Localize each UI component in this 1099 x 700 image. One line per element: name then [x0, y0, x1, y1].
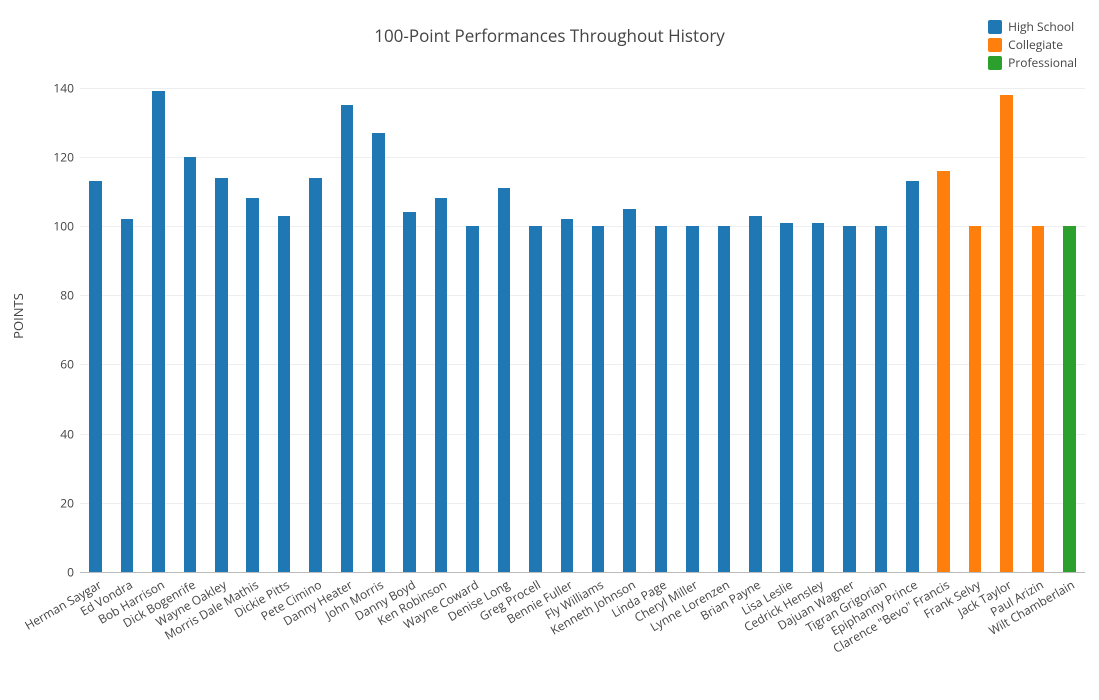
chart-container: 100-Point Performances Throughout Histor… — [0, 0, 1099, 700]
bar[interactable] — [812, 223, 825, 572]
bar[interactable] — [1032, 226, 1045, 572]
legend-item-collegiate[interactable]: Collegiate — [988, 36, 1077, 54]
bar[interactable] — [686, 226, 699, 572]
grid-line — [80, 157, 1085, 158]
bar[interactable] — [969, 226, 982, 572]
grid-line — [80, 295, 1085, 296]
bar[interactable] — [309, 178, 322, 572]
bar[interactable] — [655, 226, 668, 572]
chart-title: 100-Point Performances Throughout Histor… — [0, 24, 1099, 47]
grid-line — [80, 503, 1085, 504]
bar[interactable] — [843, 226, 856, 572]
bar[interactable] — [718, 226, 731, 572]
legend-swatch-collegiate — [988, 38, 1002, 52]
bar[interactable] — [246, 198, 259, 572]
bar[interactable] — [184, 157, 197, 572]
bar[interactable] — [875, 226, 888, 572]
y-tick-label: 0 — [67, 564, 74, 581]
bar[interactable] — [372, 133, 385, 572]
bar[interactable] — [906, 181, 919, 572]
y-tick-label: 80 — [60, 287, 74, 304]
bar[interactable] — [937, 171, 950, 572]
bar[interactable] — [89, 181, 102, 572]
legend-item-high-school[interactable]: High School — [988, 18, 1077, 36]
bar[interactable] — [592, 226, 605, 572]
bar[interactable] — [780, 223, 793, 572]
y-tick-label: 20 — [60, 494, 74, 511]
bar[interactable] — [278, 216, 291, 572]
bar[interactable] — [1063, 226, 1076, 572]
bar[interactable] — [529, 226, 542, 572]
bar[interactable] — [121, 219, 134, 572]
bar[interactable] — [561, 219, 574, 572]
y-axis-title: POINTS — [9, 293, 27, 339]
y-tick-label: 60 — [60, 356, 74, 373]
y-tick-label: 40 — [60, 425, 74, 442]
grid-line — [80, 364, 1085, 365]
plot-area: 020406080100120140Herman SaygarEd Vondra… — [80, 60, 1085, 572]
y-tick-label: 100 — [53, 218, 74, 235]
bar[interactable] — [341, 105, 354, 572]
bar[interactable] — [1000, 95, 1013, 572]
bar[interactable] — [403, 212, 416, 572]
legend-swatch-high-school — [988, 20, 1002, 34]
bar[interactable] — [498, 188, 511, 572]
grid-line — [80, 434, 1085, 435]
bar[interactable] — [749, 216, 762, 572]
bar[interactable] — [215, 178, 228, 572]
bar[interactable] — [466, 226, 479, 572]
bar[interactable] — [435, 198, 448, 572]
bar[interactable] — [623, 209, 636, 572]
legend-label: High School — [1008, 18, 1074, 36]
y-tick-label: 120 — [53, 148, 74, 165]
grid-line — [80, 572, 1085, 573]
y-tick-label: 140 — [53, 79, 74, 96]
grid-line — [80, 226, 1085, 227]
grid-line — [80, 88, 1085, 89]
bar[interactable] — [152, 91, 165, 572]
legend-label: Collegiate — [1008, 36, 1063, 54]
